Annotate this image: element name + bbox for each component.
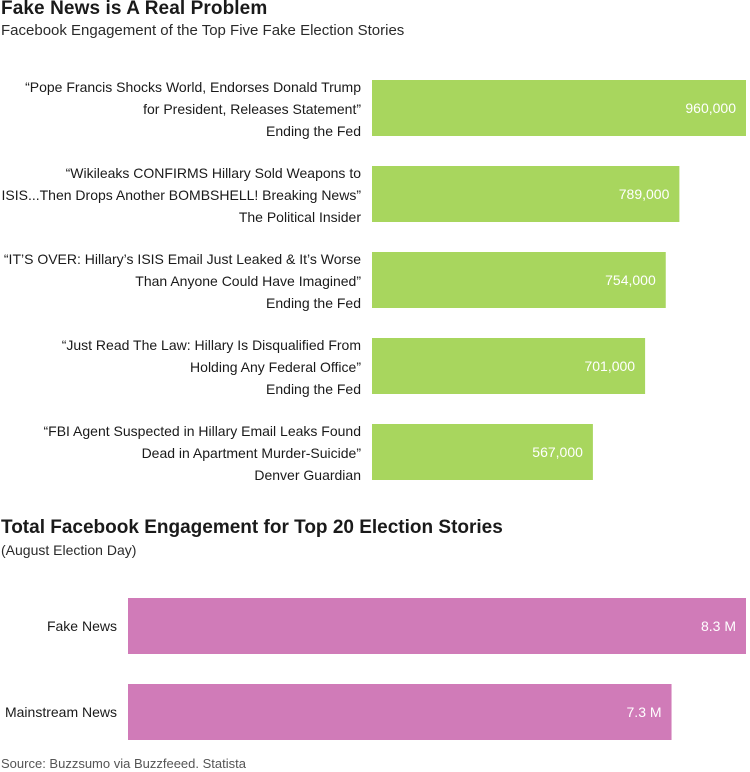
bar-value-label: 701,000 — [584, 358, 635, 374]
bar-value-label: 7.3 M — [627, 704, 662, 720]
bar — [372, 80, 746, 136]
category-source-label: Ending the Fed — [266, 295, 361, 311]
bar — [372, 338, 646, 394]
bar — [372, 166, 680, 222]
bar — [372, 424, 593, 480]
bar-value-label: 754,000 — [605, 272, 656, 288]
category-source-label: Ending the Fed — [266, 123, 361, 139]
second-chart-subtitle: (August Election Day) — [1, 542, 137, 558]
source-note: Source: Buzzsumo via Buzzfeeed. Statista — [1, 756, 246, 771]
chart-subtitle: Facebook Engagement of the Top Five Fake… — [1, 22, 405, 39]
category-label: Dead in Apartment Murder-Suicide” — [142, 445, 362, 461]
bar — [128, 598, 746, 654]
bar-value-label: 789,000 — [619, 186, 670, 202]
second-chart-title: Total Facebook Engagement for Top 20 Ele… — [1, 517, 503, 538]
category-source-label: Ending the Fed — [266, 381, 361, 397]
bar — [128, 684, 672, 740]
bar — [372, 252, 666, 308]
category-label: Than Anyone Could Have Imagined” — [135, 273, 361, 289]
bar-value-label: 8.3 M — [701, 618, 736, 634]
category-label: Mainstream News — [5, 704, 117, 720]
category-source-label: The Political Insider — [239, 209, 362, 225]
category-label: “IT’S OVER: Hillary’s ISIS Email Just Le… — [4, 251, 361, 267]
chart-title: Fake News is A Real Problem — [1, 0, 268, 19]
bar-value-label: 567,000 — [532, 444, 583, 460]
category-label: for President, Releases Statement” — [143, 101, 361, 117]
category-source-label: Denver Guardian — [254, 467, 361, 483]
category-label: “FBI Agent Suspected in Hillary Email Le… — [44, 423, 362, 439]
category-label: “Pope Francis Shocks World, Endorses Don… — [25, 79, 361, 95]
category-label: Fake News — [47, 618, 117, 634]
category-label: “Just Read The Law: Hillary Is Disqualif… — [62, 337, 361, 353]
category-label: ISIS...Then Drops Another BOMBSHELL! Bre… — [2, 187, 362, 203]
bar-value-label: 960,000 — [685, 100, 736, 116]
category-label: Holding Any Federal Office” — [190, 359, 361, 375]
category-label: “Wikileaks CONFIRMS Hillary Sold Weapons… — [66, 165, 362, 181]
